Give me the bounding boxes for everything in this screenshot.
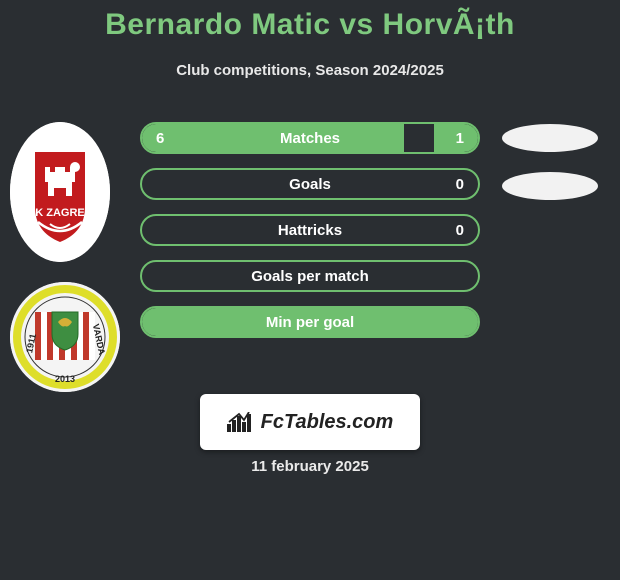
right-placeholders: [502, 124, 598, 200]
bar-fill-left: [142, 308, 478, 336]
ellipse-placeholder-2: [502, 172, 598, 200]
bar-fill-left: [142, 124, 404, 152]
stat-bar: Min per goal: [140, 306, 480, 338]
stat-bar: Goals per match: [140, 260, 480, 292]
subtitle: Club competitions, Season 2024/2025: [0, 62, 620, 79]
bar-label: Hattricks: [142, 216, 478, 244]
ellipse-placeholder-1: [502, 124, 598, 152]
date: 11 february 2025: [0, 458, 620, 475]
brand-label: FcTables.com: [227, 411, 394, 434]
bar-value-right: 0: [456, 170, 464, 198]
stat-bar: 0Hattricks: [140, 214, 480, 246]
stat-bar: 61Matches: [140, 122, 480, 154]
club-badge-2: 1911 VARDA 2013: [10, 282, 120, 392]
club-badge-1: NK ZAGREB: [10, 122, 110, 262]
stat-bar: 0Goals: [140, 168, 480, 200]
svg-text:2013: 2013: [55, 374, 75, 384]
chart-icon: [227, 412, 255, 432]
bar-label: Goals per match: [142, 262, 478, 290]
page-title: Bernardo Matic vs HorvÃ¡th: [0, 0, 620, 42]
brand-box[interactable]: FcTables.com: [200, 394, 420, 450]
svg-text:NK ZAGREB: NK ZAGREB: [27, 207, 92, 219]
left-badges: NK ZAGREB 1911 VARD: [10, 122, 120, 392]
brand-text: FcTables.com: [261, 411, 394, 434]
bar-value-right: 0: [456, 216, 464, 244]
stats-bars: 61Matches0Goals0HattricksGoals per match…: [140, 122, 480, 338]
bar-fill-right: [434, 124, 478, 152]
bar-label: Goals: [142, 170, 478, 198]
